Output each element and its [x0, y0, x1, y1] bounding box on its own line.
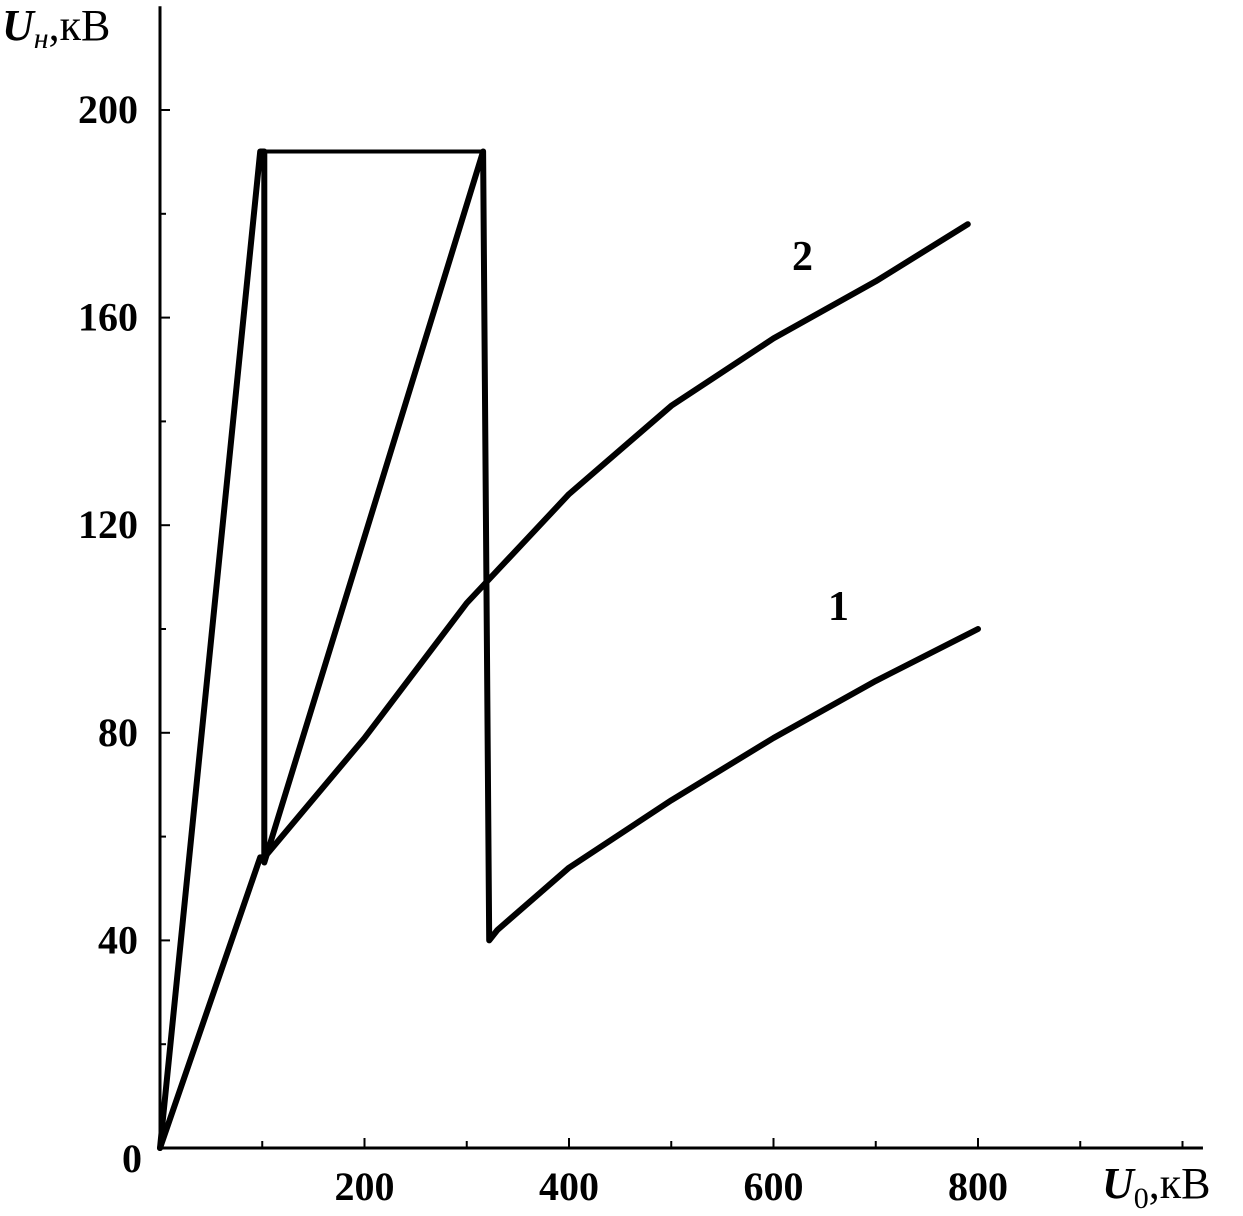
series-label-2: 2	[792, 234, 813, 280]
y-axis-var: U	[2, 1, 36, 50]
x-tick-label: 600	[744, 1164, 804, 1209]
series-label-1: 1	[828, 584, 849, 630]
y-tick-label: 120	[78, 502, 138, 547]
curves	[157, 148, 981, 1151]
x-axis-title: U0,кВ	[1102, 1159, 1211, 1215]
y-axis-unit: ,кВ	[49, 1, 111, 50]
y-tick-label: 80	[98, 710, 138, 755]
y-tick-label: 160	[78, 295, 138, 340]
y-axis-title: Uн,кВ	[2, 1, 110, 55]
y-axis-sub: н	[34, 22, 49, 55]
x-axis-var: U	[1102, 1159, 1136, 1208]
y-tick-label: 40	[98, 917, 138, 962]
series-1-line	[158, 149, 980, 1150]
x-tick-label: 800	[948, 1164, 1008, 1209]
y-tick-label: 200	[78, 87, 138, 132]
series-2-line	[157, 221, 971, 1151]
x-axis-sub: 0	[1134, 1182, 1149, 1215]
axes	[158, 6, 1203, 1150]
x-tick-label: 400	[539, 1164, 599, 1209]
x-axis-unit: ,кВ	[1149, 1159, 1211, 1208]
series-1-line-heavy	[157, 148, 981, 1151]
origin-label: 0	[122, 1136, 142, 1181]
x-tick-label: 200	[335, 1164, 395, 1209]
